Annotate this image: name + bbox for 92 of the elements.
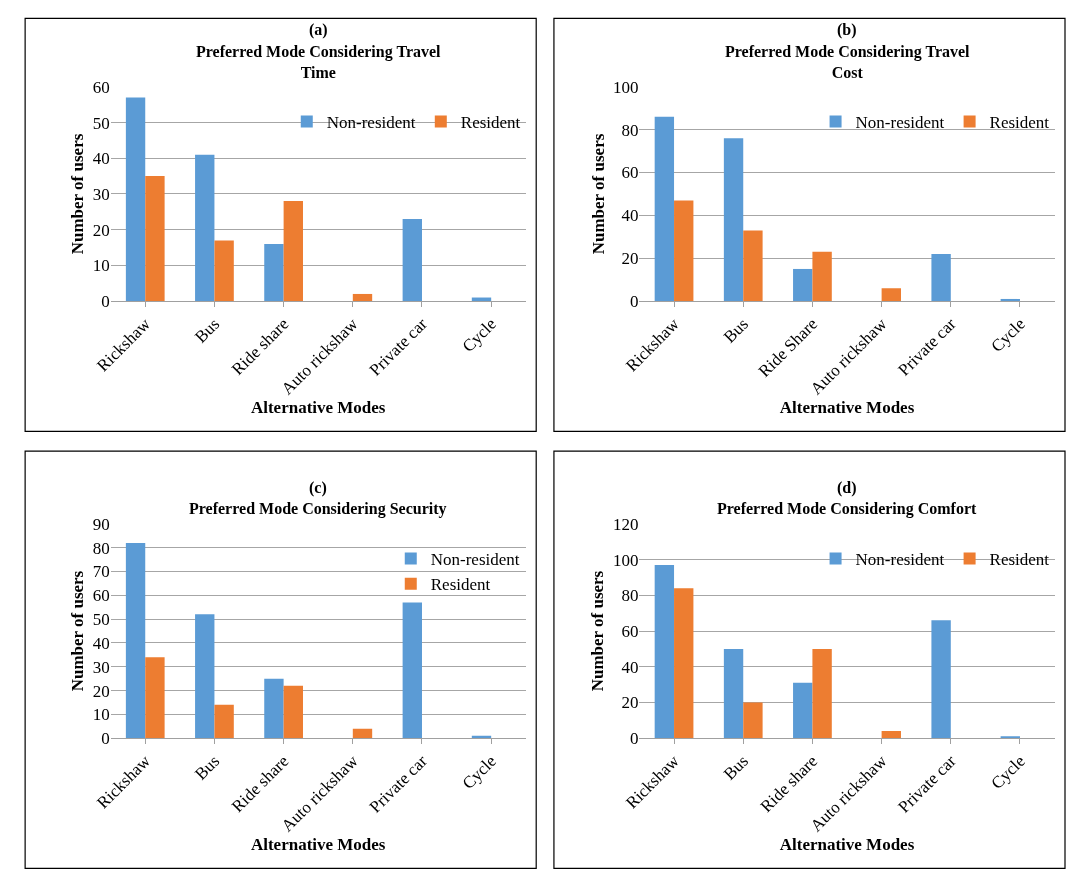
y-tick-label: 0 <box>629 729 639 749</box>
y-axis-title: Number of users <box>68 570 88 692</box>
y-axis-title: Number of users <box>588 133 608 255</box>
y-tick-label: 70 <box>92 562 110 582</box>
bar <box>145 176 165 302</box>
y-tick-label: 90 <box>92 514 110 534</box>
bar <box>214 704 234 739</box>
legend-label: Resident <box>460 113 521 133</box>
y-tick-label: 0 <box>101 729 110 749</box>
bar <box>264 243 284 302</box>
chart-subtitle: Preferred Mode Considering Travel Cost <box>725 43 971 81</box>
bar <box>723 138 744 302</box>
bar <box>931 620 951 739</box>
chart-title: (b) <box>837 21 857 39</box>
x-tick-label: Bus <box>191 314 224 347</box>
bar <box>723 648 744 739</box>
x-tick-label: Bus <box>191 751 224 784</box>
bar <box>195 614 215 739</box>
bar <box>793 682 813 739</box>
bar <box>283 201 303 302</box>
bar <box>1000 298 1020 302</box>
legend-label: Resident <box>989 550 1050 570</box>
legend-label: Resident <box>430 575 491 595</box>
y-tick-label: 40 <box>621 657 639 677</box>
y-tick-label: 40 <box>92 149 110 169</box>
bar <box>654 564 675 739</box>
chart-subtitle: Preferred Mode Considering Security <box>189 500 447 518</box>
y-tick-label: 80 <box>621 120 639 140</box>
chart-title: (a) <box>309 21 328 39</box>
bar <box>881 288 901 302</box>
chart-title: (d) <box>837 479 857 497</box>
y-tick-label: 60 <box>621 621 639 641</box>
bar <box>125 97 146 302</box>
legend-label: Resident <box>989 113 1050 133</box>
y-tick-label: 20 <box>92 220 110 240</box>
x-axis-title: Alternative Modes <box>779 835 915 855</box>
legend-label: Non-resident <box>855 550 945 570</box>
y-tick-label: 120 <box>612 514 639 534</box>
y-tick-label: 20 <box>621 249 639 269</box>
bar <box>283 685 303 739</box>
legend-label: Non-resident <box>855 113 945 133</box>
bar <box>352 728 373 739</box>
bar <box>881 731 901 739</box>
y-tick-label: 60 <box>92 586 110 606</box>
bar <box>145 657 165 739</box>
y-tick-label: 20 <box>621 693 639 713</box>
bar <box>352 293 373 302</box>
y-tick-label: 10 <box>92 705 110 725</box>
bar <box>812 251 832 302</box>
bar <box>402 602 422 739</box>
bar <box>1000 736 1020 739</box>
bar <box>793 268 813 302</box>
chart-subtitle: Preferred Mode Considering Travel Time <box>196 43 442 81</box>
bar <box>402 218 422 302</box>
y-tick-label: 30 <box>92 657 110 677</box>
bar <box>195 154 215 302</box>
bar <box>654 116 675 302</box>
bar <box>214 240 234 302</box>
bar <box>743 230 763 302</box>
y-tick-label: 20 <box>92 681 110 701</box>
bar <box>674 588 694 739</box>
y-tick-label: 60 <box>92 77 110 97</box>
y-tick-label: 80 <box>92 538 110 558</box>
y-tick-label: 50 <box>92 113 110 133</box>
x-axis-title: Alternative Modes <box>250 835 386 855</box>
y-tick-label: 40 <box>92 633 110 653</box>
chart-subtitle: Preferred Mode Considering Comfort <box>717 500 978 518</box>
legend-label: Non-resident <box>326 113 416 133</box>
bar <box>674 200 694 302</box>
bar <box>931 253 951 302</box>
y-tick-label: 0 <box>101 292 110 312</box>
x-tick-label: Bus <box>719 314 753 347</box>
y-tick-label: 40 <box>621 206 639 226</box>
x-tick-label: Bus <box>719 751 753 784</box>
y-tick-label: 30 <box>92 184 110 204</box>
y-tick-label: 0 <box>629 292 639 312</box>
y-axis-title: Number of users <box>68 133 88 255</box>
x-axis-title: Alternative Modes <box>779 398 915 418</box>
bar <box>125 542 146 739</box>
x-axis-title: Alternative Modes <box>250 398 386 418</box>
bar <box>743 702 763 739</box>
y-tick-label: 100 <box>612 550 639 570</box>
y-tick-label: 10 <box>92 256 110 276</box>
y-axis-title: Number of users <box>588 570 608 692</box>
bar <box>264 678 284 739</box>
y-tick-label: 50 <box>92 610 110 630</box>
chart-title: (c) <box>309 479 327 497</box>
legend-label: Non-resident <box>430 550 520 570</box>
y-tick-label: 60 <box>621 163 639 183</box>
y-tick-label: 80 <box>621 586 639 606</box>
bar <box>812 648 832 739</box>
y-tick-label: 100 <box>612 77 639 97</box>
